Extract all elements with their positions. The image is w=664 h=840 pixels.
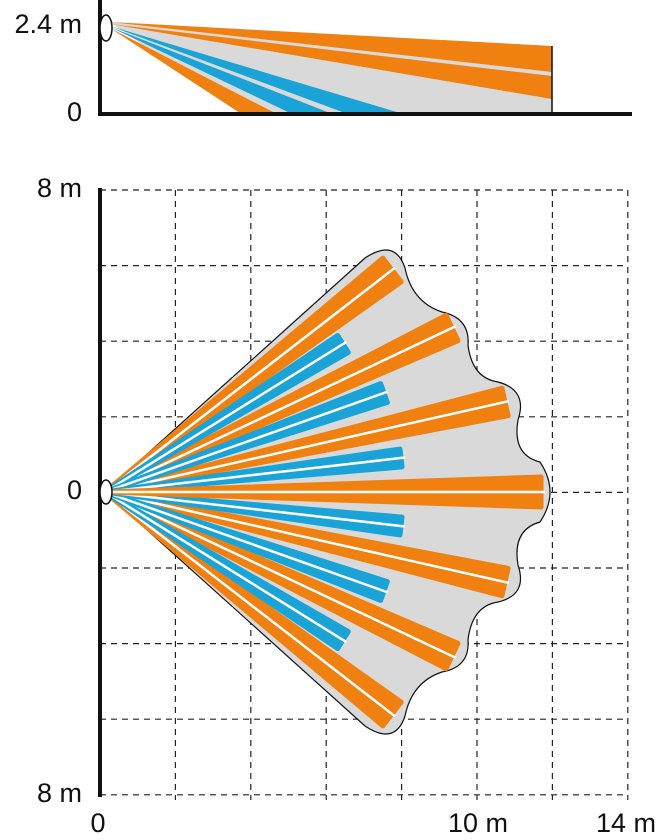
beam-gap	[104, 390, 389, 494]
beam-gap	[104, 490, 510, 585]
beam-gap	[104, 490, 389, 594]
beam-gap	[104, 325, 457, 494]
sensor	[99, 14, 113, 42]
beam-gap	[104, 490, 348, 644]
beam-gap	[104, 490, 406, 528]
beam-gap	[104, 399, 510, 494]
beam-gap	[104, 340, 348, 494]
top-y-label: 0	[67, 475, 82, 505]
beam-gap	[104, 491, 396, 718]
side-beam	[110, 26, 400, 113]
side-beam	[110, 28, 275, 113]
beams	[102, 255, 545, 729]
side-beam	[110, 24, 552, 99]
top-x-label: 0	[90, 808, 105, 838]
top-y-label: 8 m	[37, 778, 82, 808]
side-beam	[110, 27, 330, 113]
top-y-label: 8 m	[37, 173, 82, 203]
side-y-label: 0	[67, 97, 82, 127]
beam-gap	[104, 266, 396, 493]
side-view: 2.4 m 0	[14, 0, 632, 127]
beam-gap	[104, 490, 457, 659]
side-y-label: 2.4 m	[14, 9, 82, 39]
side-beam	[110, 22, 552, 72]
top-x-label: 10 m	[448, 808, 508, 838]
beam-gap	[104, 456, 406, 494]
top-x-label: 14 m	[596, 808, 656, 838]
sensor	[99, 479, 113, 505]
